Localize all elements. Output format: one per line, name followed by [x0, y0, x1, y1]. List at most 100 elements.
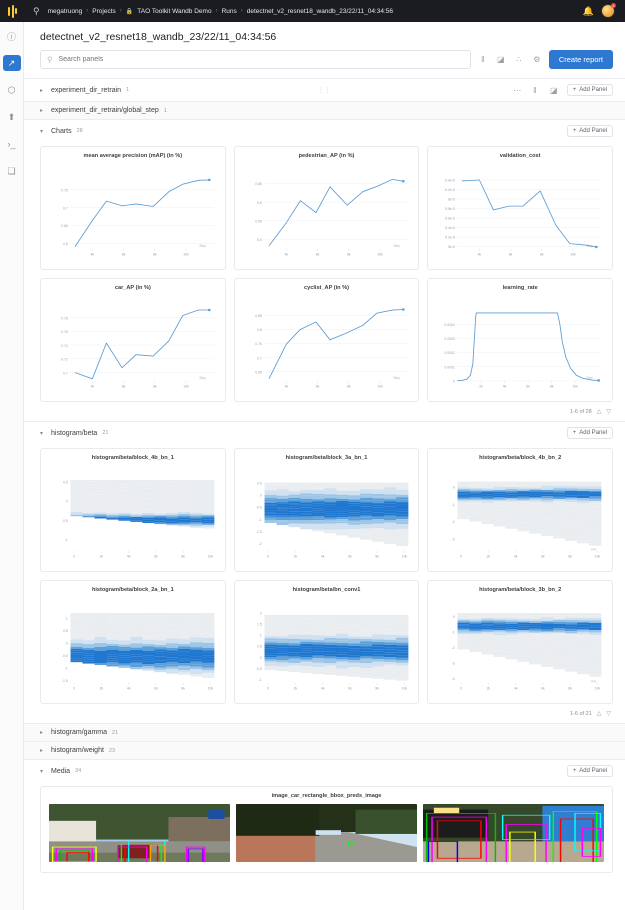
section-header-histogram-weight[interactable]: ▸ histogram/weight 23: [24, 741, 625, 759]
panel-map[interactable]: mean average precision (mAP) (in %) 0.6 0.…: [40, 146, 226, 270]
page-up-icon[interactable]: △: [596, 409, 602, 415]
svg-text:0: 0: [453, 380, 455, 384]
search-panels-box[interactable]: ⚲: [40, 50, 471, 69]
panel-bn_conv1[interactable]: histogram/beta/bn_conv1 -1 -0.5 0 0.5 1 1.5 2 0 2…: [233, 580, 420, 704]
breadcrumb-item-0[interactable]: megatruong: [47, 7, 83, 15]
breadcrumb-item-1[interactable]: Projects: [92, 7, 116, 15]
breadcrumb-item-3[interactable]: Runs: [221, 7, 237, 15]
panel-title: histogram/beta/block_4b_bn_2: [479, 455, 562, 461]
panel-block_4b_bn_1[interactable]: histogram/beta/block_4b_bn_1 -1 -0.5 0 0.5 0 2…: [40, 448, 226, 572]
breadcrumb: megatruong › Projects › 🔒 TAO Toolkit Wandb D…: [48, 8, 393, 15]
section-header-histogram-beta[interactable]: ▾ histogram/beta 21 + Add Panel: [24, 421, 625, 444]
panel-pedestrian_ap[interactable]: pedestrian_AP (in %) 0.5 0.55 0.6 0.65 4k 6k 8k…: [233, 146, 420, 270]
svg-text:4k: 4k: [284, 252, 288, 256]
charts-icon[interactable]: ↗: [2, 55, 21, 71]
svg-text:2k: 2k: [100, 686, 104, 690]
svg-text:0.74: 0.74: [61, 344, 68, 348]
svg-text:-3: -3: [452, 661, 455, 665]
svg-text:10k: 10k: [183, 384, 189, 388]
section-header-experiment-dir-retrain[interactable]: ▸ experiment_dir_retrain 1 ⋮⋮ ⋯ ‖ ◪ + Ad…: [24, 78, 625, 101]
svg-text:-1: -1: [258, 518, 261, 522]
panel-car_ap[interactable]: car_AP (in %) 0.7 0.72 0.74 0.76 0.78 4k 6k 8k 10…: [40, 278, 226, 402]
outliers-icon[interactable]: ∴: [516, 55, 522, 64]
global-search-icon[interactable]: ⚲: [33, 5, 40, 16]
svg-text:4k: 4k: [321, 554, 325, 558]
media-image-street-scene-1[interactable]: [49, 804, 230, 862]
panel-cyclist_ap[interactable]: cyclist_AP (in %) 0.65 0.7 0.75 0.8 0.85 4k 6k 8…: [233, 278, 420, 402]
svg-text:4k: 4k: [321, 686, 325, 690]
section-header-experiment-dir-retrain-global-step[interactable]: ▸ experiment_dir_retrain/global_step 1: [24, 101, 625, 119]
svg-text:2k: 2k: [100, 554, 104, 558]
x-axis-icon[interactable]: ‖: [481, 55, 485, 64]
panel-block_3a_bn_1[interactable]: histogram/beta/block_3a_bn_1 -2 -1.5 -1 -0.5…: [233, 448, 420, 572]
chevron-down-icon[interactable]: ▾: [40, 768, 44, 775]
add-panel-button[interactable]: + Add Panel: [566, 125, 613, 137]
svg-text:6k: 6k: [154, 554, 158, 558]
create-report-button[interactable]: Create report: [548, 50, 613, 69]
section-header-histogram-gamma[interactable]: ▸ histogram/gamma 21: [24, 723, 625, 741]
artifacts-icon[interactable]: ⬡: [7, 84, 16, 95]
panel-block_3b_bn_2[interactable]: histogram/beta/block_3b_bn_2 -4 -3 -2 -1 0 0 2k…: [427, 580, 613, 704]
svg-text:-1.5: -1.5: [62, 679, 68, 683]
smoothing-icon[interactable]: ◪: [497, 55, 505, 64]
svg-text:5.8e-5: 5.8e-5: [445, 207, 455, 211]
svg-text:1: 1: [66, 617, 68, 621]
page-down-icon[interactable]: ▽: [606, 409, 611, 415]
chevron-right-icon[interactable]: ▸: [40, 108, 44, 114]
media-image-plaza-scene-3[interactable]: [423, 804, 604, 862]
svg-text:-0.5: -0.5: [256, 506, 262, 510]
svg-text:0: 0: [267, 686, 269, 690]
section-header-charts[interactable]: ▾ Charts 28 + Add Panel: [24, 119, 625, 142]
chevron-right-icon[interactable]: ▸: [40, 87, 44, 94]
drag-handle-icon[interactable]: ⋮⋮: [318, 87, 331, 94]
svg-text:4k: 4k: [127, 686, 131, 690]
svg-text:10k: 10k: [401, 686, 407, 690]
plus-icon: +: [572, 430, 577, 436]
smoothing-icon[interactable]: ◪: [550, 85, 558, 95]
page-down-icon[interactable]: ▽: [606, 711, 611, 717]
panel-block_2a_bn_1[interactable]: histogram/beta/block_2a_bn_1 -1.5 -1 -0.5 0 0…: [40, 580, 226, 704]
chevron-down-icon[interactable]: ▾: [40, 430, 44, 437]
avatar[interactable]: 4: [601, 3, 616, 18]
svg-text:6k: 6k: [315, 252, 319, 256]
panel-validation_cost[interactable]: validation_cost 5e-5 5.2e-5 5.4e-5 5.6e-5 5.8…: [427, 146, 613, 270]
upload-icon[interactable]: ⬆: [7, 111, 16, 122]
breadcrumb-item-2[interactable]: TAO Toolkit Wandb Demo: [137, 7, 212, 15]
plot-area: -2 -1.5 -1 -0.5 0 0.5 0 2k 4k 6k 8k 10k: [240, 463, 414, 567]
plot-area: -1 -0.5 0 0.5 0 2k 4k 6k 8k 10k: [46, 463, 220, 567]
svg-text:Step: Step: [199, 244, 206, 248]
svg-text:4k: 4k: [514, 686, 518, 690]
panel-learning_rate[interactable]: learning_rate 0 0.0001 0.0002 0.0003 0.0004 2k…: [427, 278, 613, 402]
section-header-media[interactable]: ▾ Media 34 + Add Panel: [24, 759, 625, 782]
svg-text:1.5: 1.5: [257, 622, 262, 626]
search-input[interactable]: [56, 55, 464, 64]
svg-text:-1: -1: [65, 667, 68, 671]
files-icon[interactable]: ❑: [7, 165, 16, 176]
page-up-icon[interactable]: △: [596, 711, 602, 717]
panel-title: pedestrian_AP (in %): [298, 153, 355, 159]
svg-text:-0.5: -0.5: [256, 667, 262, 671]
breadcrumb-item-4[interactable]: detectnet_v2_resnet18_wandb_23/22/11_04:…: [246, 7, 394, 15]
svg-text:0.0001: 0.0001: [445, 365, 455, 369]
svg-text:Step: Step: [393, 244, 400, 248]
section-title: Media: [51, 767, 71, 775]
plot-area: -1.5 -1 -0.5 0 0.5 1 0 2k 4k 6k 8k 10k: [46, 595, 220, 699]
plot-area: -1 -0.5 0 0.5 1 1.5 2 0 2k 4k 6k 8k 10k: [240, 595, 414, 699]
chevron-right-icon[interactable]: ▸: [40, 730, 44, 736]
chevron-right-icon[interactable]: ▸: [40, 748, 44, 754]
wandb-logo-icon[interactable]: [8, 4, 21, 18]
notifications-icon[interactable]: 🔔: [582, 5, 594, 16]
x-axis-icon[interactable]: ‖: [533, 85, 537, 95]
more-options-icon[interactable]: ⋯: [513, 85, 522, 95]
info-icon[interactable]: ⓘ: [6, 31, 16, 42]
plot-area: 0.6 0.65 0.7 0.75 4k 6k 8k 10k Step: [46, 161, 220, 265]
media-image-road-scene-2[interactable]: [236, 804, 417, 862]
add-panel-button[interactable]: + Add Panel: [566, 765, 613, 777]
add-panel-button[interactable]: + Add Panel: [566, 427, 613, 439]
settings-gear-icon[interactable]: ⚙: [533, 55, 541, 64]
svg-text:0: 0: [267, 554, 269, 558]
console-icon[interactable]: ›_: [7, 139, 16, 149]
add-panel-button[interactable]: + Add Panel: [566, 84, 613, 96]
chevron-down-icon[interactable]: ▾: [40, 128, 44, 135]
panel-block_4b_bn_2[interactable]: histogram/beta/block_4b_bn_2 -3 -2 -1 0 0 2k 4k…: [427, 448, 613, 572]
